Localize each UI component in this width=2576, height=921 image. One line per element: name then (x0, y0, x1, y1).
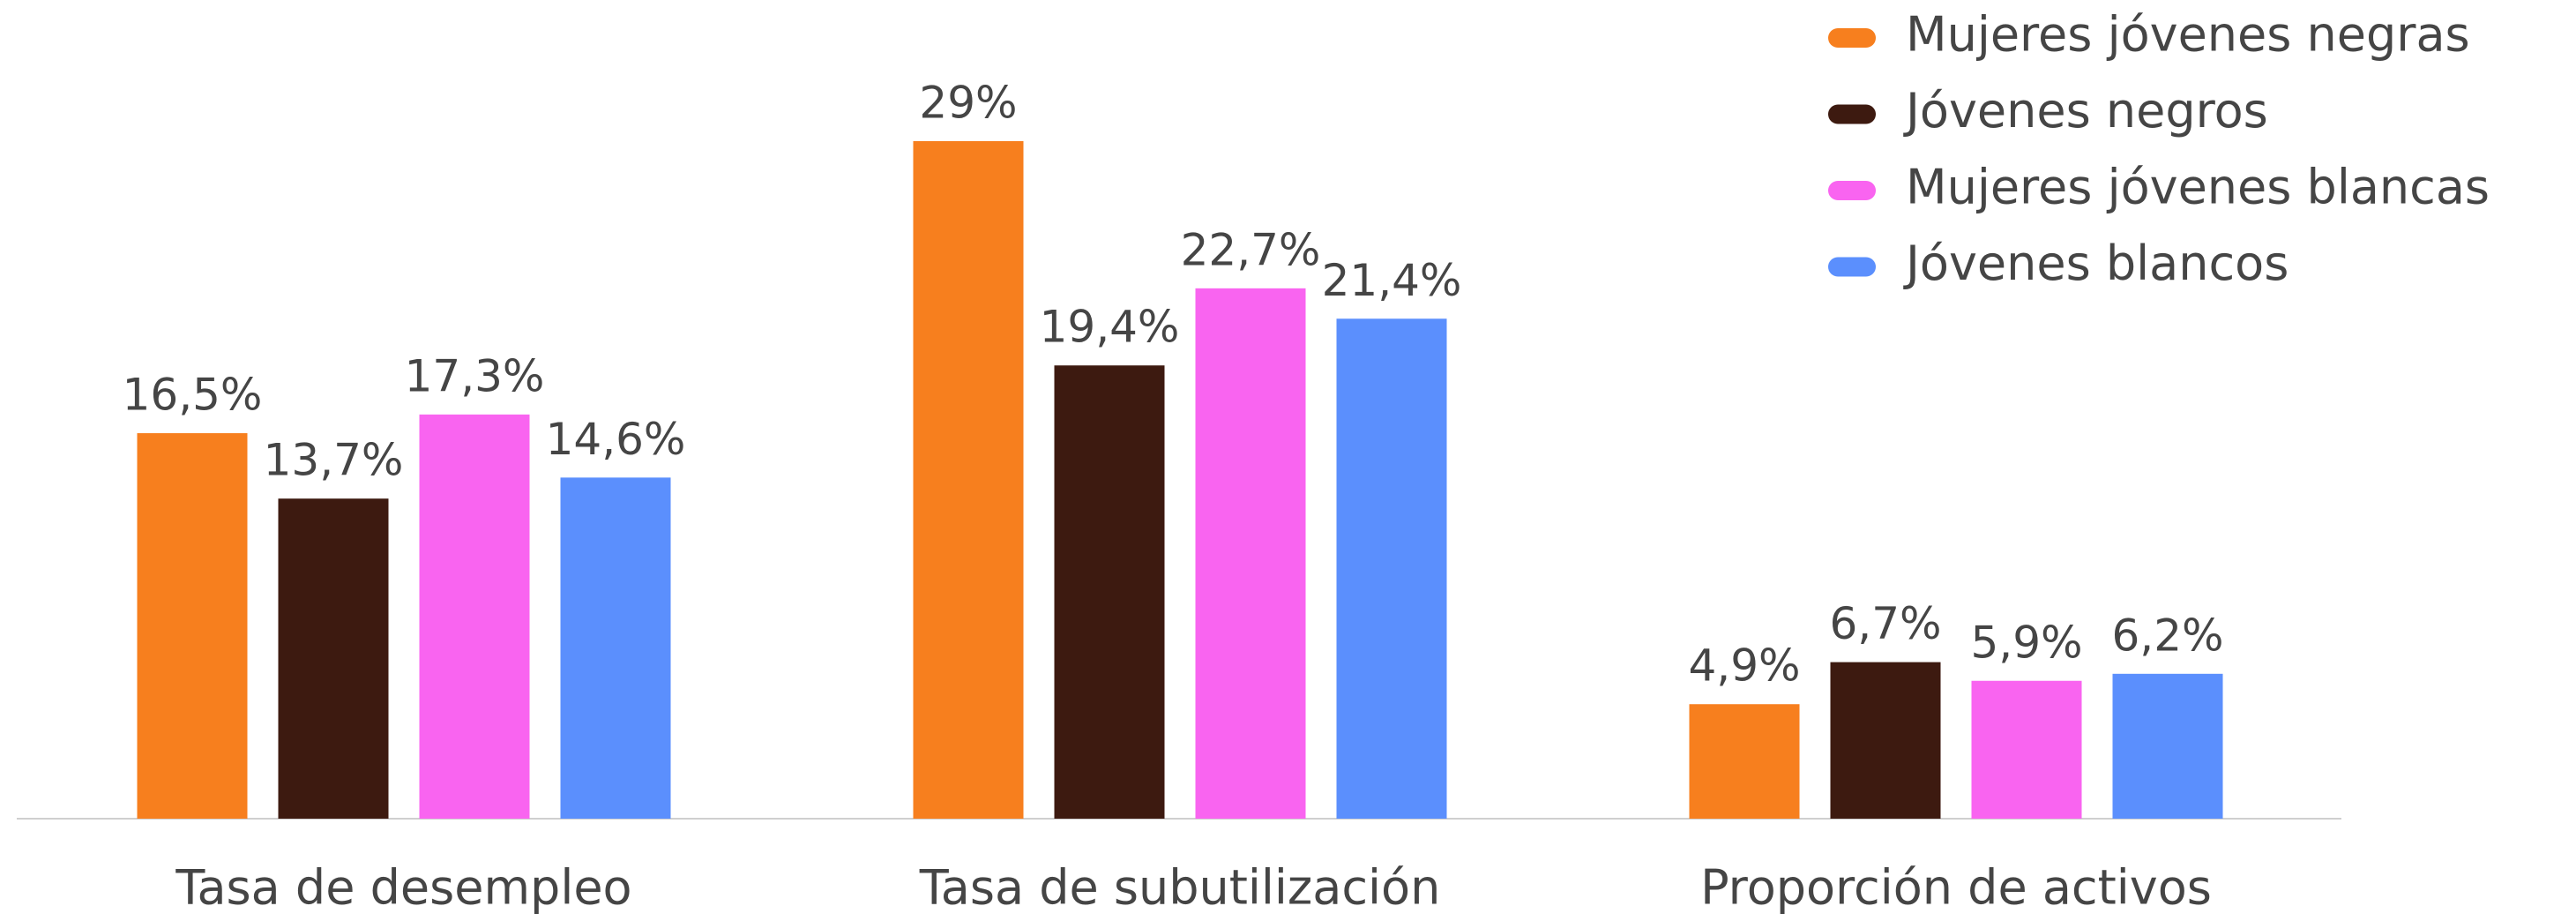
value-label: 6,2% (2111, 610, 2223, 661)
bar (1054, 365, 1165, 819)
bar (419, 414, 530, 819)
category-label: Tasa de desempleo (175, 860, 631, 916)
bar (137, 433, 248, 819)
value-label: 21,4% (1322, 255, 1462, 306)
value-label: 14,6% (546, 414, 686, 465)
legend-label: Mujeres jóvenes blancas (1906, 160, 2490, 215)
legend-swatch (1828, 28, 1876, 48)
bar (1830, 662, 1941, 819)
bar (1336, 318, 1447, 820)
value-label: 17,3% (405, 350, 545, 401)
bar (278, 498, 389, 819)
value-label: 29% (919, 78, 1017, 129)
legend-swatch (1828, 104, 1876, 124)
bar (560, 477, 671, 819)
legend-swatch (1828, 257, 1876, 277)
value-label: 19,4% (1040, 302, 1180, 353)
bar (1689, 704, 1800, 819)
legend-label: Mujeres jóvenes negras (1906, 7, 2470, 63)
legend-swatch (1828, 181, 1876, 200)
value-label: 13,7% (264, 435, 404, 486)
bar (1971, 680, 2082, 819)
category-label: Tasa de subutilización (919, 860, 1441, 916)
value-label: 16,5% (123, 370, 263, 421)
value-label: 22,7% (1181, 224, 1321, 275)
bar (913, 141, 1024, 819)
value-label: 4,9% (1688, 640, 1800, 692)
bar (2112, 673, 2223, 819)
value-label: 5,9% (1970, 617, 2082, 668)
legend-label: Jóvenes blancos (1903, 236, 2289, 291)
legend-label: Jóvenes negros (1903, 83, 2268, 139)
bar (1195, 288, 1306, 819)
value-label: 6,7% (1829, 598, 1941, 649)
category-label: Proporción de activos (1700, 860, 2212, 916)
